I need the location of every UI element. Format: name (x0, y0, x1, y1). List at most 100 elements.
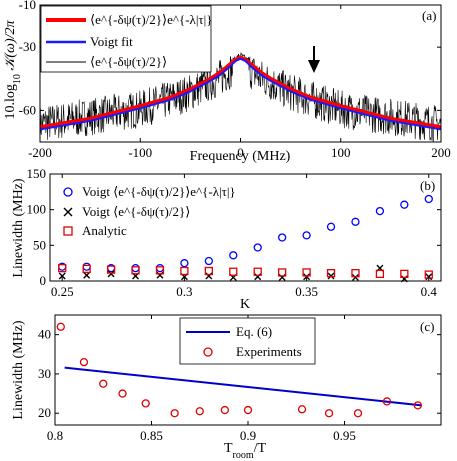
eq6-line (64, 366, 422, 407)
legend-label-eq6: Eq. (6) (236, 324, 272, 339)
analytic-point (351, 269, 360, 278)
series-voigt-fit (39, 57, 442, 131)
x-tick-label: 0.4 (421, 284, 438, 299)
panel-c: 0.8 0.85 0.9 0.95 20 30 40 (c) Troom/T Linewid… (11, 314, 442, 461)
analytic-point (106, 265, 116, 274)
experiment-point (220, 405, 229, 415)
panel-c-ticks: 0.8 0.85 0.9 0.95 20 30 40 (38, 315, 441, 443)
x-tick-label: 200 (431, 145, 451, 160)
panel-a-label: (a) (422, 8, 436, 23)
y-tick-label: -30 (19, 39, 36, 54)
legend-label-voigt-phase: Voigt ⟨e^{-δψ(τ)/2}⟩ (82, 204, 190, 219)
legend-label-red: ⟨e^{-δψ(τ)/2}⟩e^{-λ|τ|} (90, 12, 213, 27)
x-tick-label: 0.95 (333, 428, 356, 443)
experiment-point (118, 389, 127, 398)
analytic-point (58, 264, 67, 273)
x-tick-label: 0 (237, 145, 244, 160)
voigt-full-point (375, 206, 385, 216)
experiment-point (413, 401, 422, 410)
experiment-point (382, 397, 392, 406)
experiment-point (297, 405, 307, 414)
y-tick-label: 150 (27, 166, 47, 181)
panel-b-xlabel: K (240, 297, 250, 312)
legend-marker-x (63, 207, 73, 217)
panel-c-xlabel: Troom/T (224, 441, 267, 461)
x-tick-label: 0.35 (295, 284, 318, 299)
legend-marker-experiments (203, 347, 213, 357)
panel-c-ylabel: Linewidth (MHz) (11, 320, 26, 419)
panel-a-ticks: -200 -100 0 100 200 -10 -30 -60 (19, 0, 451, 160)
experiment-point (324, 409, 334, 418)
legend-label-black: ⟨e^{-δψ(τ)/2}⟩ (90, 54, 167, 69)
panel-a-legend-box (40, 5, 212, 73)
experiment-point (99, 379, 108, 388)
x-tick-label: 0.85 (140, 428, 163, 443)
x-tick-label: 0.3 (176, 284, 192, 299)
legend-marker-square (63, 226, 73, 236)
experiment-point (141, 399, 150, 408)
analytic-point (82, 264, 91, 274)
panel-b-legend: Voigt ⟨e^{-δψ(τ)/2}⟩e^{-λ|τ|} Voigt ⟨e^{… (63, 184, 236, 238)
panel-b: 0.25 0.3 0.35 0.4 0 50 100 150 (b) K Linewidth … (11, 166, 442, 312)
legend-label-voigt-full: Voigt ⟨e^{-δψ(τ)/2}⟩e^{-λ|τ|} (82, 184, 236, 199)
x-tick-label: -200 (28, 145, 52, 160)
x-stroke (351, 273, 359, 281)
legend-label-blue: Voigt fit (90, 34, 133, 49)
voigt-full-point (204, 256, 213, 266)
legend-label-experiments: Experiments (236, 344, 302, 359)
panel-b-label: (b) (420, 178, 435, 193)
analytic-point (302, 268, 311, 277)
y-tick-label: 50 (33, 237, 46, 252)
voigt-phase-point (83, 271, 91, 279)
voigt-full-point (82, 262, 91, 271)
y-tick-label: 20 (38, 405, 51, 420)
voigt-full-point (131, 264, 140, 273)
y-tick-label: 0 (40, 273, 47, 288)
panel-b-ylabel: Linewidth (MHz) (11, 178, 26, 277)
panel-a-plot-area (39, 52, 442, 143)
y-tick-label: 100 (27, 202, 47, 217)
voigt-full-point (155, 264, 165, 273)
panel-a-legend: ⟨e^{-δψ(τ)/2}⟩e^{-λ|τ|} Voigt fit ⟨e^{-δ… (40, 5, 213, 73)
panel-b-ticks: 0.25 0.3 0.35 0.4 0 50 100 150 (27, 166, 441, 299)
experiment-point (195, 407, 204, 416)
voigt-phase-point (351, 273, 359, 281)
voigt-phase-point (303, 273, 311, 281)
x-tick-label: 0.25 (51, 284, 74, 299)
experiment-point (79, 357, 89, 367)
analytic-point (278, 268, 287, 277)
panel-c-legend: Eq. (6) Experiments (179, 317, 316, 365)
voigt-full-point (302, 231, 311, 240)
panel-b-plot-area (58, 194, 433, 283)
voigt-full-point (351, 217, 360, 226)
panel-a: -200 -100 0 100 200 -10 -30 -60 (a) Frequency (… (3, 0, 451, 164)
voigt-full-point (400, 200, 409, 209)
voigt-full-point (424, 194, 433, 204)
voigt-full-point (229, 251, 238, 260)
analytic-point (180, 266, 189, 276)
x-tick-label: 100 (331, 145, 351, 160)
y-tick-label: -60 (19, 102, 36, 117)
x-stroke (58, 272, 66, 280)
analytic-point (326, 269, 336, 278)
y-tick-label: -10 (19, 0, 36, 12)
experiment-point (353, 409, 363, 418)
experiment-point (243, 405, 253, 415)
analytic-point (400, 269, 409, 279)
legend-label-analytic: Analytic (82, 223, 127, 238)
x-stroke (83, 271, 91, 279)
voigt-full-point (326, 222, 336, 231)
panel-a-ylabel: 10.log10 𝒦(ω)/2π (3, 20, 23, 120)
x-tick-label: 0.8 (47, 428, 63, 443)
analytic-point (253, 267, 262, 276)
voigt-full-point (180, 259, 189, 268)
legend-marker-circle (63, 187, 73, 197)
y-tick-label: 30 (38, 366, 51, 381)
x-stroke (303, 273, 311, 281)
x-tick-label: 0.9 (240, 428, 256, 443)
analytic-point (204, 266, 213, 276)
panel-b-frame (49, 173, 442, 282)
panel-a-xlabel: Frequency (MHz) (190, 149, 291, 164)
analytic-point (229, 267, 238, 276)
